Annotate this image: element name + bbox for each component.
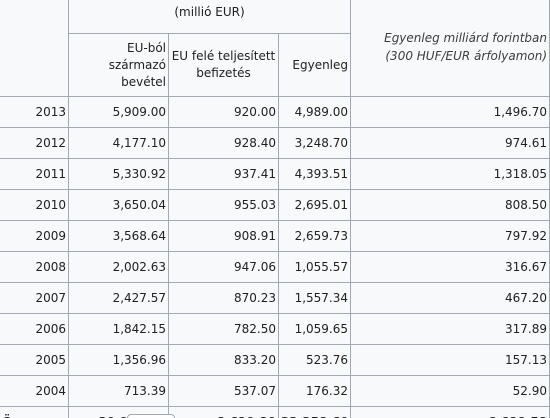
table-row: 2006 1,842.15 782.50 1,059.65 317.89 (0, 313, 550, 345)
row-payments: 955.03 (168, 189, 279, 221)
row-income: 3,650.04 (68, 189, 169, 221)
row-balance-huf: 317.89 (350, 313, 550, 345)
row-payments: 537.07 (168, 375, 279, 407)
row-balance-huf: 157.13 (350, 344, 550, 376)
row-payments: 928.40 (168, 127, 279, 159)
column-header-balance: Egyenleg (277, 33, 352, 97)
row-balance-huf: 316.67 (350, 251, 550, 283)
total-payments: 8,619.80 (168, 406, 279, 418)
table-row: 2013 5,909.00 920.00 4,989.00 1,496.70 (0, 96, 550, 128)
column-header-income: EU-ból származó bevétel (68, 33, 169, 97)
row-year: 2010 (0, 189, 69, 221)
row-payments: 833.20 (168, 344, 279, 376)
row-balance: 1,557.34 (277, 282, 352, 314)
table-row: 2004 713.39 537.07 176.32 52.90 (0, 375, 550, 407)
table-body: 2013 5,909.00 920.00 4,989.00 1,496.70 2… (0, 96, 550, 407)
row-balance-huf: 1,318.05 (350, 158, 550, 190)
row-balance-huf: 1,496.70 (350, 96, 550, 128)
row-income: 1,356.96 (68, 344, 169, 376)
row-payments: 947.06 (168, 251, 279, 283)
row-income: 2,427.57 (68, 282, 169, 314)
row-balance: 523.76 (277, 344, 352, 376)
row-income: 713.39 (68, 375, 169, 407)
row-balance-huf: 467.20 (350, 282, 550, 314)
row-income: 5,909.00 (68, 96, 169, 128)
table-row: 2005 1,356.96 833.20 523.76 157.13 (0, 344, 550, 376)
row-balance: 4,989.00 (277, 96, 352, 128)
column-header-balance-huf: Egyenleg milliárd forintban (300 HUF/EUR… (350, 0, 550, 97)
row-income: 2,002.63 (68, 251, 169, 283)
row-payments: 870.23 (168, 282, 279, 314)
table-row: 2010 3,650.04 955.03 2,695.01 808.50 (0, 189, 550, 221)
row-balance: 1,055.57 (277, 251, 352, 283)
bottom-edge-tab (127, 414, 175, 418)
row-payments: 937.41 (168, 158, 279, 190)
table-row: 2007 2,427.57 870.23 1,557.34 467.20 (0, 282, 550, 314)
table-row: 2008 2,002.63 947.06 1,055.57 316.67 (0, 251, 550, 283)
row-year: 2007 (0, 282, 69, 314)
row-balance-huf: 974.61 (350, 127, 550, 159)
row-year: 2011 (0, 158, 69, 190)
row-payments: 920.00 (168, 96, 279, 128)
table-header: (millió EUR) Egyenleg milliárd forintban… (0, 0, 550, 97)
row-balance: 3,248.70 (277, 127, 352, 159)
column-header-payments: EU felé teljesített befizetés (168, 33, 279, 97)
row-payments: 908.91 (168, 220, 279, 252)
header-row-unit: (millió EUR) Egyenleg milliárd forintban… (0, 0, 550, 97)
row-year: 2013 (0, 96, 69, 128)
row-balance: 2,659.73 (277, 220, 352, 252)
total-balance: 22,358.60 (277, 406, 352, 418)
row-payments: 782.50 (168, 313, 279, 345)
row-income: 5,330.92 (68, 158, 169, 190)
row-year: 2005 (0, 344, 69, 376)
table-row: 2011 5,330.92 937.41 4,393.51 1,318.05 (0, 158, 550, 190)
total-balance-huf: 6,680.58 (350, 406, 550, 418)
table-row: 2009 3,568.64 908.91 2,659.73 797.92 (0, 220, 550, 252)
row-year: 2012 (0, 127, 69, 159)
row-year: 2006 (0, 313, 69, 345)
row-balance: 1,059.65 (277, 313, 352, 345)
row-balance-huf: 808.50 (350, 189, 550, 221)
row-income: 3,568.64 (68, 220, 169, 252)
total-row: Összesen 30,978.40 8,619.80 22,358.60 6,… (0, 406, 550, 418)
row-income: 4,177.10 (68, 127, 169, 159)
table-footer: Összesen 30,978.40 8,619.80 22,358.60 6,… (0, 406, 550, 418)
row-year: 2004 (0, 375, 69, 407)
row-balance-huf: 52.90 (350, 375, 550, 407)
unit-label: (millió EUR) (67, 0, 352, 34)
row-income: 1,842.15 (68, 313, 169, 345)
total-label: Összesen (0, 406, 69, 418)
table-row: 2012 4,177.10 928.40 3,248.70 974.61 (0, 127, 550, 159)
row-balance: 176.32 (277, 375, 352, 407)
row-year: 2009 (0, 220, 69, 252)
row-year: 2008 (0, 251, 69, 283)
row-balance: 2,695.01 (277, 189, 352, 221)
row-balance-huf: 797.92 (350, 220, 550, 252)
header-row-columns: EU-ból származó bevétel EU felé teljesít… (0, 33, 550, 97)
row-balance: 4,393.51 (277, 158, 352, 190)
header-corner-cell (0, 0, 69, 97)
